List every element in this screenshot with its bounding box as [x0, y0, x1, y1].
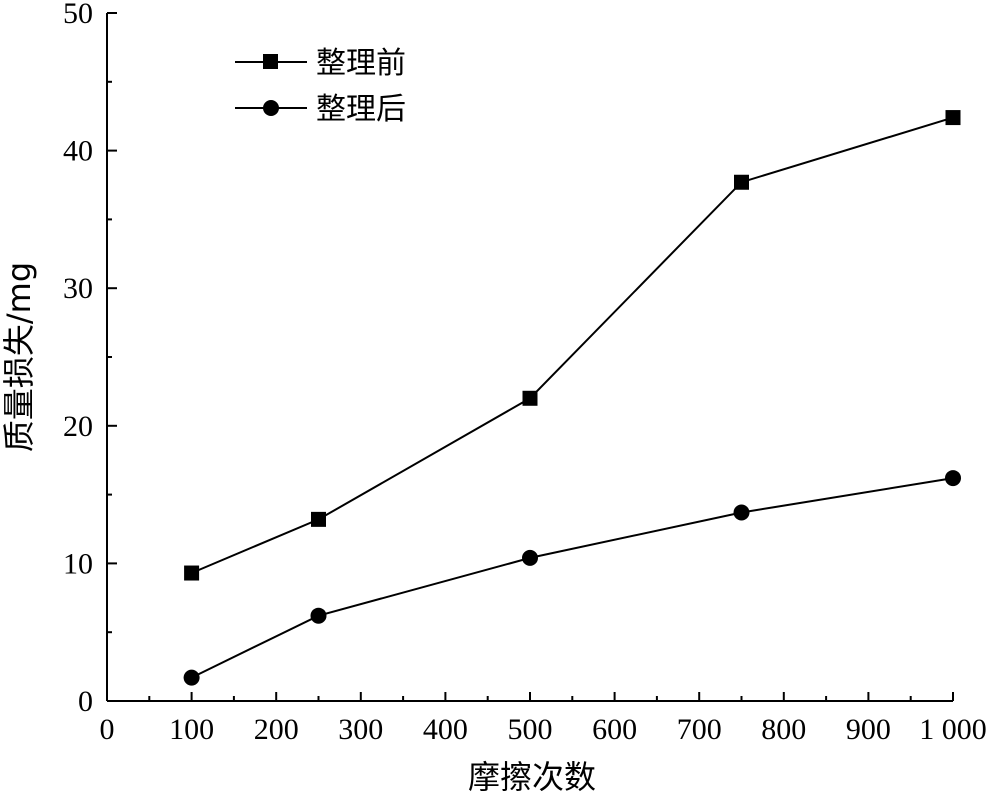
x-tick-label: 0: [100, 713, 115, 746]
y-ticks: 0 10 20 30 40 50: [63, 0, 117, 718]
x-tick-label: 200: [254, 713, 299, 746]
legend-item-0: 整理前: [235, 46, 406, 81]
x-tick-label: 700: [677, 713, 722, 746]
data-point-circle: [945, 470, 961, 487]
x-tick-label: 300: [338, 713, 383, 746]
data-point-circle: [733, 504, 750, 521]
legend-item-1: 整理后: [235, 92, 406, 127]
legend: 整理前 整理后: [235, 46, 406, 127]
data-point-square: [945, 110, 961, 126]
series-line-0: [191, 116, 954, 574]
x-tick-label: 900: [846, 713, 891, 746]
data-point-square: [184, 565, 200, 581]
y-tick-label: 50: [63, 0, 93, 30]
x-tick-label: 1 000: [919, 713, 987, 746]
legend-label-0: 整理前: [316, 46, 406, 81]
y-tick-label: 40: [63, 135, 93, 168]
x-tick-label: 100: [169, 713, 214, 746]
legend-marker-circle: [263, 100, 279, 116]
data-point-circle: [183, 669, 200, 686]
x-axis-title: 摩擦次数: [468, 758, 596, 796]
x-tick-label: 400: [423, 713, 468, 746]
data-point-square: [734, 174, 749, 190]
data-point-square: [311, 511, 326, 527]
x-tick-label: 800: [761, 713, 806, 746]
legend-marker-square: [263, 54, 278, 69]
x-tick-label: 500: [508, 713, 553, 746]
y-tick-label: 20: [63, 410, 93, 443]
legend-label-1: 整理后: [316, 92, 406, 127]
y-axis-title: 质量损失/mg: [0, 262, 38, 452]
x-ticks: 0 100 200 300 400 500 600 700 800 900 1 000: [100, 692, 987, 746]
series-layer: [183, 110, 961, 686]
data-point-circle: [310, 607, 327, 624]
x-tick-label: 600: [592, 713, 637, 746]
y-tick-label: 0: [78, 685, 93, 718]
y-tick-label: 30: [63, 272, 93, 305]
axes: [106, 13, 953, 702]
data-point-square: [522, 390, 538, 406]
series-line-1: [191, 477, 954, 679]
y-tick-label: 10: [63, 547, 93, 580]
data-point-circle: [522, 549, 538, 566]
